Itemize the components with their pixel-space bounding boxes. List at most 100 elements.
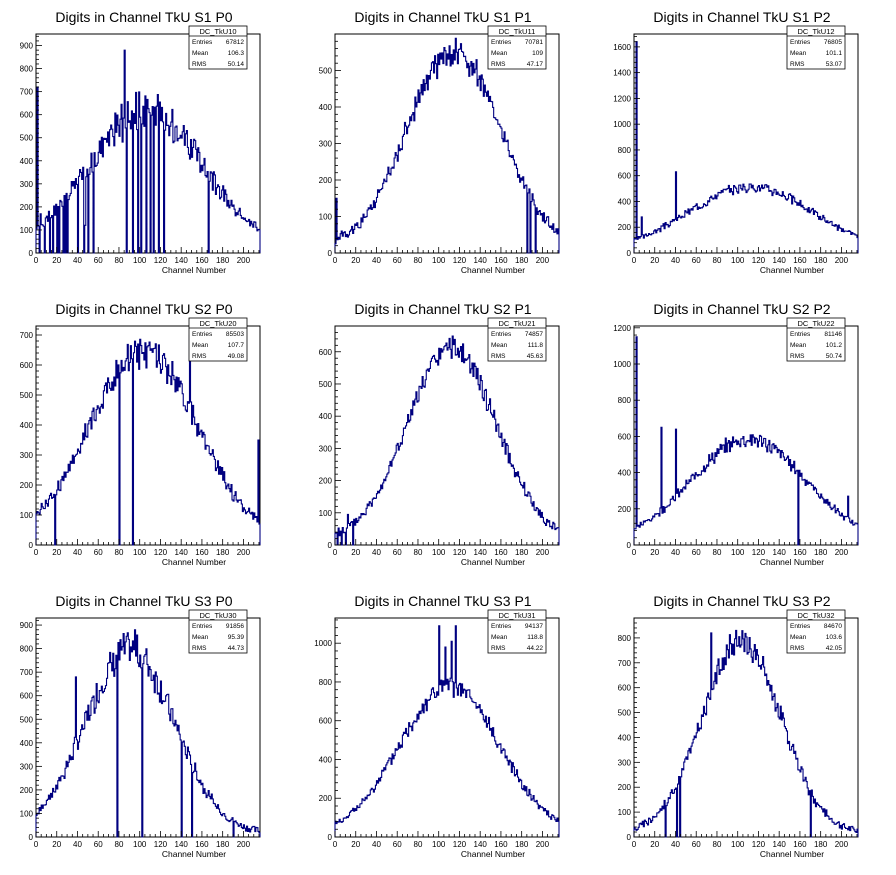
y-tick-label: 300 <box>319 444 333 453</box>
x-tick-label: 180 <box>216 548 230 557</box>
stats-value: 101.2 <box>826 342 843 349</box>
stats-label: RMS <box>491 353 506 360</box>
histogram-panel: Digits in Channel TkU S3 P2 0 20 40 60 80 100 1… <box>598 584 896 875</box>
stats-box <box>487 317 547 362</box>
x-tick-label: 180 <box>515 548 529 557</box>
stats-box <box>487 25 547 70</box>
stats-box <box>188 609 248 654</box>
y-tick-label: 300 <box>618 758 632 767</box>
x-tick-label: 20 <box>52 548 61 557</box>
x-tick-label: 160 <box>494 256 508 265</box>
stats-label: Mean <box>491 634 508 641</box>
y-tick-label: 500 <box>20 715 34 724</box>
histogram-line <box>633 629 859 838</box>
y-tick-label: 300 <box>20 451 34 460</box>
x-axis-label: Channel Number <box>162 849 226 859</box>
x-tick-label: 180 <box>515 256 529 265</box>
x-tick-label: 200 <box>237 840 251 849</box>
x-tick-label: 120 <box>154 256 168 265</box>
histogram-svg: Digits in Channel TkU S3 P1 0 20 40 60 80 100 1… <box>314 593 560 859</box>
stats-box <box>487 609 547 654</box>
stats-label: Mean <box>192 50 209 57</box>
stats-value: 94137 <box>525 623 543 630</box>
stats-value: 109 <box>532 50 543 57</box>
stats-label: Entries <box>790 331 811 338</box>
x-tick-label: 120 <box>453 256 467 265</box>
y-tick-label: 600 <box>319 717 333 726</box>
x-axis-label: Channel Number <box>162 557 226 567</box>
x-tick-label: 60 <box>393 256 402 265</box>
x-tick-label: 80 <box>414 548 423 557</box>
x-axis-label: Channel Number <box>760 265 824 275</box>
y-tick-label: 0 <box>627 541 632 550</box>
y-tick-label: 600 <box>20 111 34 120</box>
histogram-svg: Digits in Channel TkU S1 P0 0 20 40 60 80 100 1… <box>20 9 261 275</box>
stats-label: RMS <box>491 645 506 652</box>
y-tick-label: 400 <box>618 733 632 742</box>
stats-value: 44.73 <box>228 645 245 652</box>
x-tick-label: 100 <box>731 548 745 557</box>
stats-label: RMS <box>491 61 506 68</box>
x-tick-label: 100 <box>432 256 446 265</box>
stats-label: Mean <box>192 634 209 641</box>
plot-frame <box>35 325 261 546</box>
x-tick-label: 20 <box>650 256 659 265</box>
histogram-line <box>633 41 859 253</box>
x-tick-label: 0 <box>632 548 637 557</box>
y-tick-label: 500 <box>319 380 333 389</box>
stats-value: 50.14 <box>228 61 245 68</box>
y-tick-label: 400 <box>618 197 632 206</box>
y-tick-label: 0 <box>328 541 333 550</box>
y-tick-label: 200 <box>618 223 632 232</box>
y-tick-label: 200 <box>618 505 632 514</box>
stats-name: DC_TkU31 <box>498 611 535 620</box>
stats-value: 74857 <box>525 331 543 338</box>
chart-title: Digits in Channel TkU S3 P2 <box>653 593 830 609</box>
y-tick-label: 200 <box>319 477 333 486</box>
stats-value: 95.39 <box>228 634 245 641</box>
y-tick-label: 600 <box>618 684 632 693</box>
y-tick-label: 800 <box>20 645 34 654</box>
x-tick-label: 80 <box>713 840 722 849</box>
y-tick-label: 1200 <box>613 94 631 103</box>
y-tick-label: 800 <box>618 634 632 643</box>
histogram-line <box>334 625 560 837</box>
x-tick-label: 40 <box>671 548 680 557</box>
x-tick-label: 0 <box>632 840 637 849</box>
x-tick-label: 40 <box>73 840 82 849</box>
histogram-line <box>35 334 261 546</box>
x-tick-label: 180 <box>515 840 529 849</box>
chart-title: Digits in Channel TkU S3 P0 <box>55 593 232 609</box>
y-tick-label: 400 <box>20 421 34 430</box>
x-tick-label: 180 <box>216 256 230 265</box>
histogram-panel: Digits in Channel TkU S2 P0 0 20 40 60 80 100 1… <box>0 292 298 583</box>
stats-value: 84670 <box>824 623 842 630</box>
stats-box <box>188 317 248 362</box>
y-tick-label: 800 <box>618 146 632 155</box>
stats-box <box>786 25 846 70</box>
stats-label: Entries <box>192 623 213 630</box>
y-tick-label: 1600 <box>613 43 631 52</box>
y-tick-label: 100 <box>618 808 632 817</box>
stats-value: 81146 <box>824 331 842 338</box>
plot-frame <box>633 33 859 254</box>
x-tick-label: 160 <box>494 548 508 557</box>
stats-value: 101.1 <box>826 50 843 57</box>
chart-title: Digits in Channel TkU S3 P1 <box>354 593 531 609</box>
histogram-svg: Digits in Channel TkU S1 P2 0 20 40 60 80 100 1… <box>613 9 859 275</box>
y-tick-label: 1000 <box>613 120 631 129</box>
x-tick-label: 100 <box>731 256 745 265</box>
y-tick-label: 0 <box>29 249 34 258</box>
x-tick-label: 40 <box>671 840 680 849</box>
x-tick-label: 140 <box>474 256 488 265</box>
y-tick-label: 0 <box>627 833 632 842</box>
stats-label: Mean <box>192 342 209 349</box>
x-tick-label: 200 <box>536 840 550 849</box>
y-tick-label: 100 <box>20 511 34 520</box>
y-tick-label: 600 <box>319 348 333 357</box>
histogram-panel: Digits in Channel TkU S1 P0 0 20 40 60 80 100 1… <box>0 0 298 291</box>
y-tick-label: 0 <box>29 833 34 842</box>
x-tick-label: 160 <box>195 840 209 849</box>
x-tick-label: 60 <box>692 548 701 557</box>
x-tick-label: 200 <box>835 840 849 849</box>
